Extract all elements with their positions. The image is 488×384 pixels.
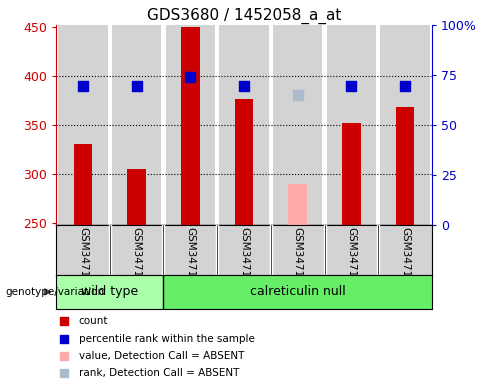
- Bar: [380, 25, 430, 225]
- Bar: [165, 25, 215, 225]
- Point: [240, 83, 248, 89]
- Point: [60, 336, 67, 342]
- Text: GSM347150: GSM347150: [78, 227, 88, 290]
- Bar: [396, 107, 414, 225]
- Title: GDS3680 / 1452058_a_at: GDS3680 / 1452058_a_at: [147, 7, 341, 23]
- Text: calreticulin null: calreticulin null: [250, 285, 346, 298]
- Bar: [342, 123, 361, 225]
- Bar: [326, 25, 376, 225]
- Text: wild type: wild type: [81, 285, 139, 298]
- Bar: [219, 25, 269, 225]
- Point: [79, 83, 87, 89]
- Bar: [112, 25, 162, 225]
- Bar: [127, 169, 146, 225]
- Bar: [235, 99, 253, 225]
- Text: GSM347154: GSM347154: [293, 227, 303, 291]
- Bar: [58, 25, 108, 225]
- Text: GSM347156: GSM347156: [400, 227, 410, 291]
- Text: count: count: [79, 316, 108, 326]
- Text: GSM347151: GSM347151: [132, 227, 142, 291]
- Bar: [273, 25, 323, 225]
- Bar: [74, 144, 92, 225]
- Text: value, Detection Call = ABSENT: value, Detection Call = ABSENT: [79, 351, 244, 361]
- Text: rank, Detection Call = ABSENT: rank, Detection Call = ABSENT: [79, 367, 239, 377]
- Bar: [288, 184, 307, 225]
- Point: [60, 318, 67, 324]
- Point: [60, 369, 67, 376]
- Bar: [163, 275, 432, 309]
- Text: GSM347153: GSM347153: [239, 227, 249, 291]
- Point: [133, 83, 141, 89]
- Bar: [56, 275, 163, 309]
- Text: GSM347155: GSM347155: [346, 227, 356, 291]
- Point: [60, 353, 67, 359]
- Text: percentile rank within the sample: percentile rank within the sample: [79, 334, 255, 344]
- Text: genotype/variation: genotype/variation: [5, 287, 104, 297]
- Point: [186, 74, 194, 80]
- Point: [294, 93, 302, 99]
- Text: GSM347152: GSM347152: [185, 227, 195, 291]
- Point: [347, 83, 355, 89]
- Point: [401, 83, 409, 89]
- Bar: [181, 27, 200, 225]
